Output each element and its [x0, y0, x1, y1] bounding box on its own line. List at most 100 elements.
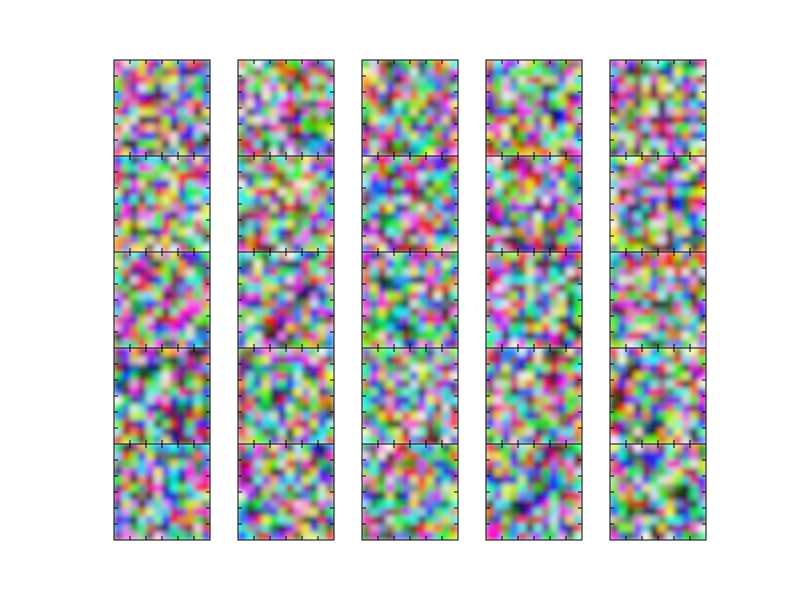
pixel	[254, 228, 262, 236]
pixel	[194, 460, 202, 468]
pixel	[146, 308, 154, 316]
pixel	[410, 316, 418, 324]
pixel	[370, 76, 378, 84]
pixel	[402, 268, 410, 276]
pixel	[246, 380, 254, 388]
pixel	[254, 76, 262, 84]
pixel	[238, 524, 246, 532]
pixel	[326, 92, 334, 100]
pixel	[510, 84, 518, 92]
pixel	[114, 532, 122, 540]
pixel	[682, 116, 690, 124]
pixel	[114, 188, 122, 196]
pixel	[246, 180, 254, 188]
pixel	[194, 524, 202, 532]
pixel	[270, 100, 278, 108]
pixel	[278, 340, 286, 348]
pixel	[130, 68, 138, 76]
pixel	[378, 492, 386, 500]
pixel	[194, 492, 202, 500]
pixel	[378, 388, 386, 396]
pixel	[434, 308, 442, 316]
pixel	[294, 396, 302, 404]
pixel	[534, 332, 542, 340]
pixel	[682, 92, 690, 100]
pixel	[294, 332, 302, 340]
pixel	[394, 412, 402, 420]
pixel	[690, 156, 698, 164]
pixel	[534, 484, 542, 492]
pixel	[286, 100, 294, 108]
pixel	[442, 268, 450, 276]
pixel	[162, 428, 170, 436]
pixel	[510, 108, 518, 116]
pixel	[294, 76, 302, 84]
pixel	[690, 300, 698, 308]
pixel	[326, 244, 334, 252]
pixel	[238, 108, 246, 116]
pixel	[442, 68, 450, 76]
pixel	[278, 372, 286, 380]
pixel	[434, 244, 442, 252]
pixel	[254, 452, 262, 460]
pixel	[690, 452, 698, 460]
pixel	[610, 452, 618, 460]
pixel	[618, 324, 626, 332]
pixel	[650, 116, 658, 124]
pixel	[162, 372, 170, 380]
pixel	[518, 524, 526, 532]
pixel	[246, 316, 254, 324]
pixel	[318, 244, 326, 252]
pixel	[146, 332, 154, 340]
pixel	[278, 108, 286, 116]
pixel	[626, 364, 634, 372]
pixel	[574, 348, 582, 356]
pixel	[278, 100, 286, 108]
pixel	[634, 524, 642, 532]
pixel	[610, 244, 618, 252]
pixel	[146, 444, 154, 452]
pixel	[674, 204, 682, 212]
pixel	[526, 468, 534, 476]
pixel	[502, 340, 510, 348]
pixel	[294, 68, 302, 76]
pixel	[318, 164, 326, 172]
pixel	[566, 524, 574, 532]
pixel	[658, 316, 666, 324]
pixel	[370, 60, 378, 68]
pixel	[394, 204, 402, 212]
pixel	[302, 92, 310, 100]
pixel	[394, 436, 402, 444]
pixel	[386, 492, 394, 500]
pixel	[494, 340, 502, 348]
pixel	[682, 284, 690, 292]
pixel	[558, 316, 566, 324]
pixel	[442, 284, 450, 292]
pixel	[690, 404, 698, 412]
pixel	[122, 428, 130, 436]
pixel	[418, 404, 426, 412]
pixel	[286, 348, 294, 356]
pixel	[394, 124, 402, 132]
pixel	[310, 196, 318, 204]
pixel	[534, 356, 542, 364]
pixel	[146, 188, 154, 196]
pixel	[286, 140, 294, 148]
pixel	[178, 276, 186, 284]
pixel	[666, 412, 674, 420]
pixel	[698, 292, 706, 300]
pixel	[162, 92, 170, 100]
pixel	[170, 260, 178, 268]
pixel	[318, 292, 326, 300]
pixel	[410, 172, 418, 180]
pixel	[658, 324, 666, 332]
pixel	[494, 396, 502, 404]
pixel	[698, 108, 706, 116]
pixel	[410, 260, 418, 268]
pixel	[450, 364, 458, 372]
pixel	[550, 364, 558, 372]
pixel	[326, 172, 334, 180]
pixel	[122, 396, 130, 404]
pixel	[402, 444, 410, 452]
pixel	[618, 148, 626, 156]
